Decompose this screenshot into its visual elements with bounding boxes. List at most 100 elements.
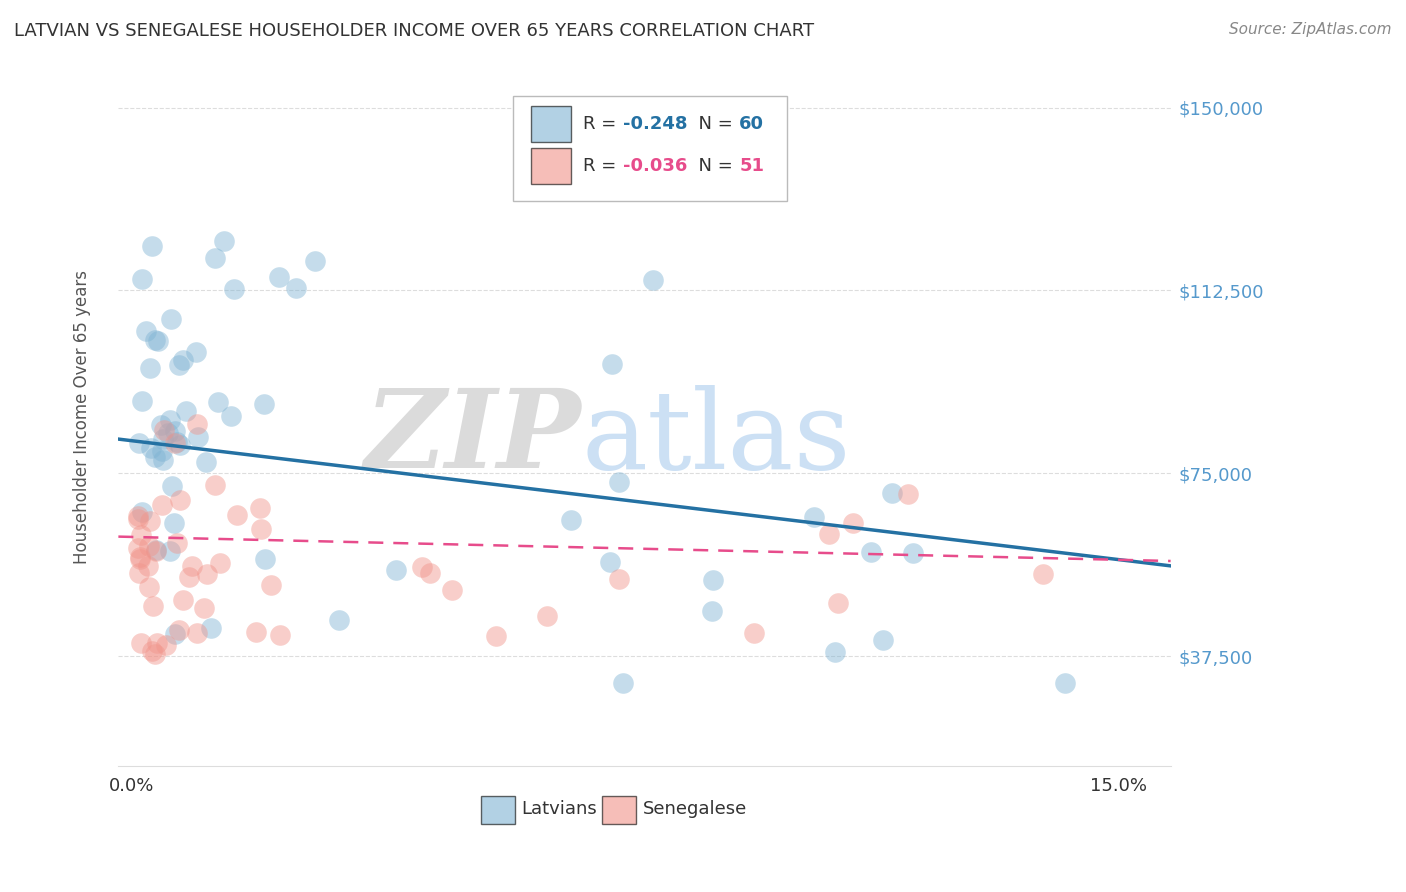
Point xyxy=(146,334,169,348)
Point xyxy=(607,572,630,586)
Point xyxy=(824,645,846,659)
Point xyxy=(152,432,174,446)
Point xyxy=(128,566,150,580)
Text: Source: ZipAtlas.com: Source: ZipAtlas.com xyxy=(1229,22,1392,37)
Point xyxy=(702,573,724,587)
Point xyxy=(818,527,841,541)
Point xyxy=(304,253,326,268)
Point xyxy=(145,636,167,650)
Point xyxy=(157,426,180,441)
Point xyxy=(128,552,150,566)
Point xyxy=(177,570,200,584)
Text: -0.248: -0.248 xyxy=(623,115,688,133)
Point xyxy=(187,430,209,444)
Point xyxy=(167,358,190,372)
Point xyxy=(411,560,433,574)
Point xyxy=(152,453,174,467)
Point xyxy=(145,542,167,557)
Text: N =: N = xyxy=(686,115,738,133)
Point xyxy=(208,556,231,570)
Point xyxy=(136,558,159,573)
Text: Householder Income Over 65 years: Householder Income Over 65 years xyxy=(73,270,90,564)
Point xyxy=(145,544,167,558)
Point xyxy=(131,394,153,409)
Point xyxy=(803,510,825,524)
Point xyxy=(249,500,271,515)
Point xyxy=(245,624,267,639)
Point xyxy=(153,424,176,438)
Point xyxy=(742,626,765,640)
Point xyxy=(165,436,187,450)
Point xyxy=(901,546,924,560)
Point xyxy=(599,555,621,569)
Point xyxy=(207,395,229,409)
Point xyxy=(267,269,290,284)
Point xyxy=(129,549,152,564)
Point xyxy=(143,450,166,464)
Point xyxy=(1053,676,1076,690)
Point xyxy=(172,592,194,607)
Point xyxy=(166,435,188,450)
Point xyxy=(155,638,177,652)
Point xyxy=(882,486,904,500)
Point xyxy=(221,409,243,423)
Text: R =: R = xyxy=(583,157,623,175)
Point xyxy=(536,608,558,623)
Point xyxy=(253,397,276,411)
Point xyxy=(150,443,173,458)
Point xyxy=(141,644,163,658)
FancyBboxPatch shape xyxy=(481,797,515,824)
Point xyxy=(186,344,208,359)
Point xyxy=(159,413,181,427)
Point xyxy=(127,509,149,524)
Point xyxy=(150,418,173,433)
Point xyxy=(1032,566,1054,581)
Point xyxy=(139,360,162,375)
Point xyxy=(419,566,441,580)
Point xyxy=(139,514,162,528)
Point xyxy=(186,626,208,640)
Point xyxy=(163,424,186,438)
Point xyxy=(169,492,191,507)
Point xyxy=(485,629,508,643)
Point xyxy=(129,527,152,541)
Point xyxy=(138,540,160,554)
Point xyxy=(143,333,166,347)
Point xyxy=(204,477,226,491)
Text: ZIP: ZIP xyxy=(364,384,581,491)
Text: 51: 51 xyxy=(740,157,765,175)
Point xyxy=(131,505,153,519)
Text: 60: 60 xyxy=(740,115,765,133)
Point xyxy=(560,513,582,527)
Point xyxy=(872,632,894,647)
Point xyxy=(200,621,222,635)
Point xyxy=(328,613,350,627)
Point xyxy=(607,475,630,489)
Point xyxy=(186,417,208,432)
Point xyxy=(253,552,276,566)
Point xyxy=(129,635,152,649)
Text: atlas: atlas xyxy=(581,384,851,491)
Point xyxy=(842,516,865,531)
Point xyxy=(127,541,149,555)
Point xyxy=(159,544,181,558)
Point xyxy=(167,624,190,638)
Point xyxy=(162,516,184,531)
Point xyxy=(641,273,664,287)
Point xyxy=(127,512,149,526)
Point xyxy=(193,601,215,615)
Text: -0.036: -0.036 xyxy=(623,157,688,175)
Point xyxy=(194,455,217,469)
Text: N =: N = xyxy=(686,157,738,175)
Point xyxy=(385,563,408,577)
Point xyxy=(204,251,226,265)
Point xyxy=(250,522,273,536)
Point xyxy=(150,498,173,512)
FancyBboxPatch shape xyxy=(513,96,786,201)
Point xyxy=(269,628,291,642)
Point xyxy=(138,580,160,594)
Point xyxy=(612,676,634,690)
Point xyxy=(827,596,849,610)
Point xyxy=(441,583,464,598)
Point xyxy=(195,567,218,582)
